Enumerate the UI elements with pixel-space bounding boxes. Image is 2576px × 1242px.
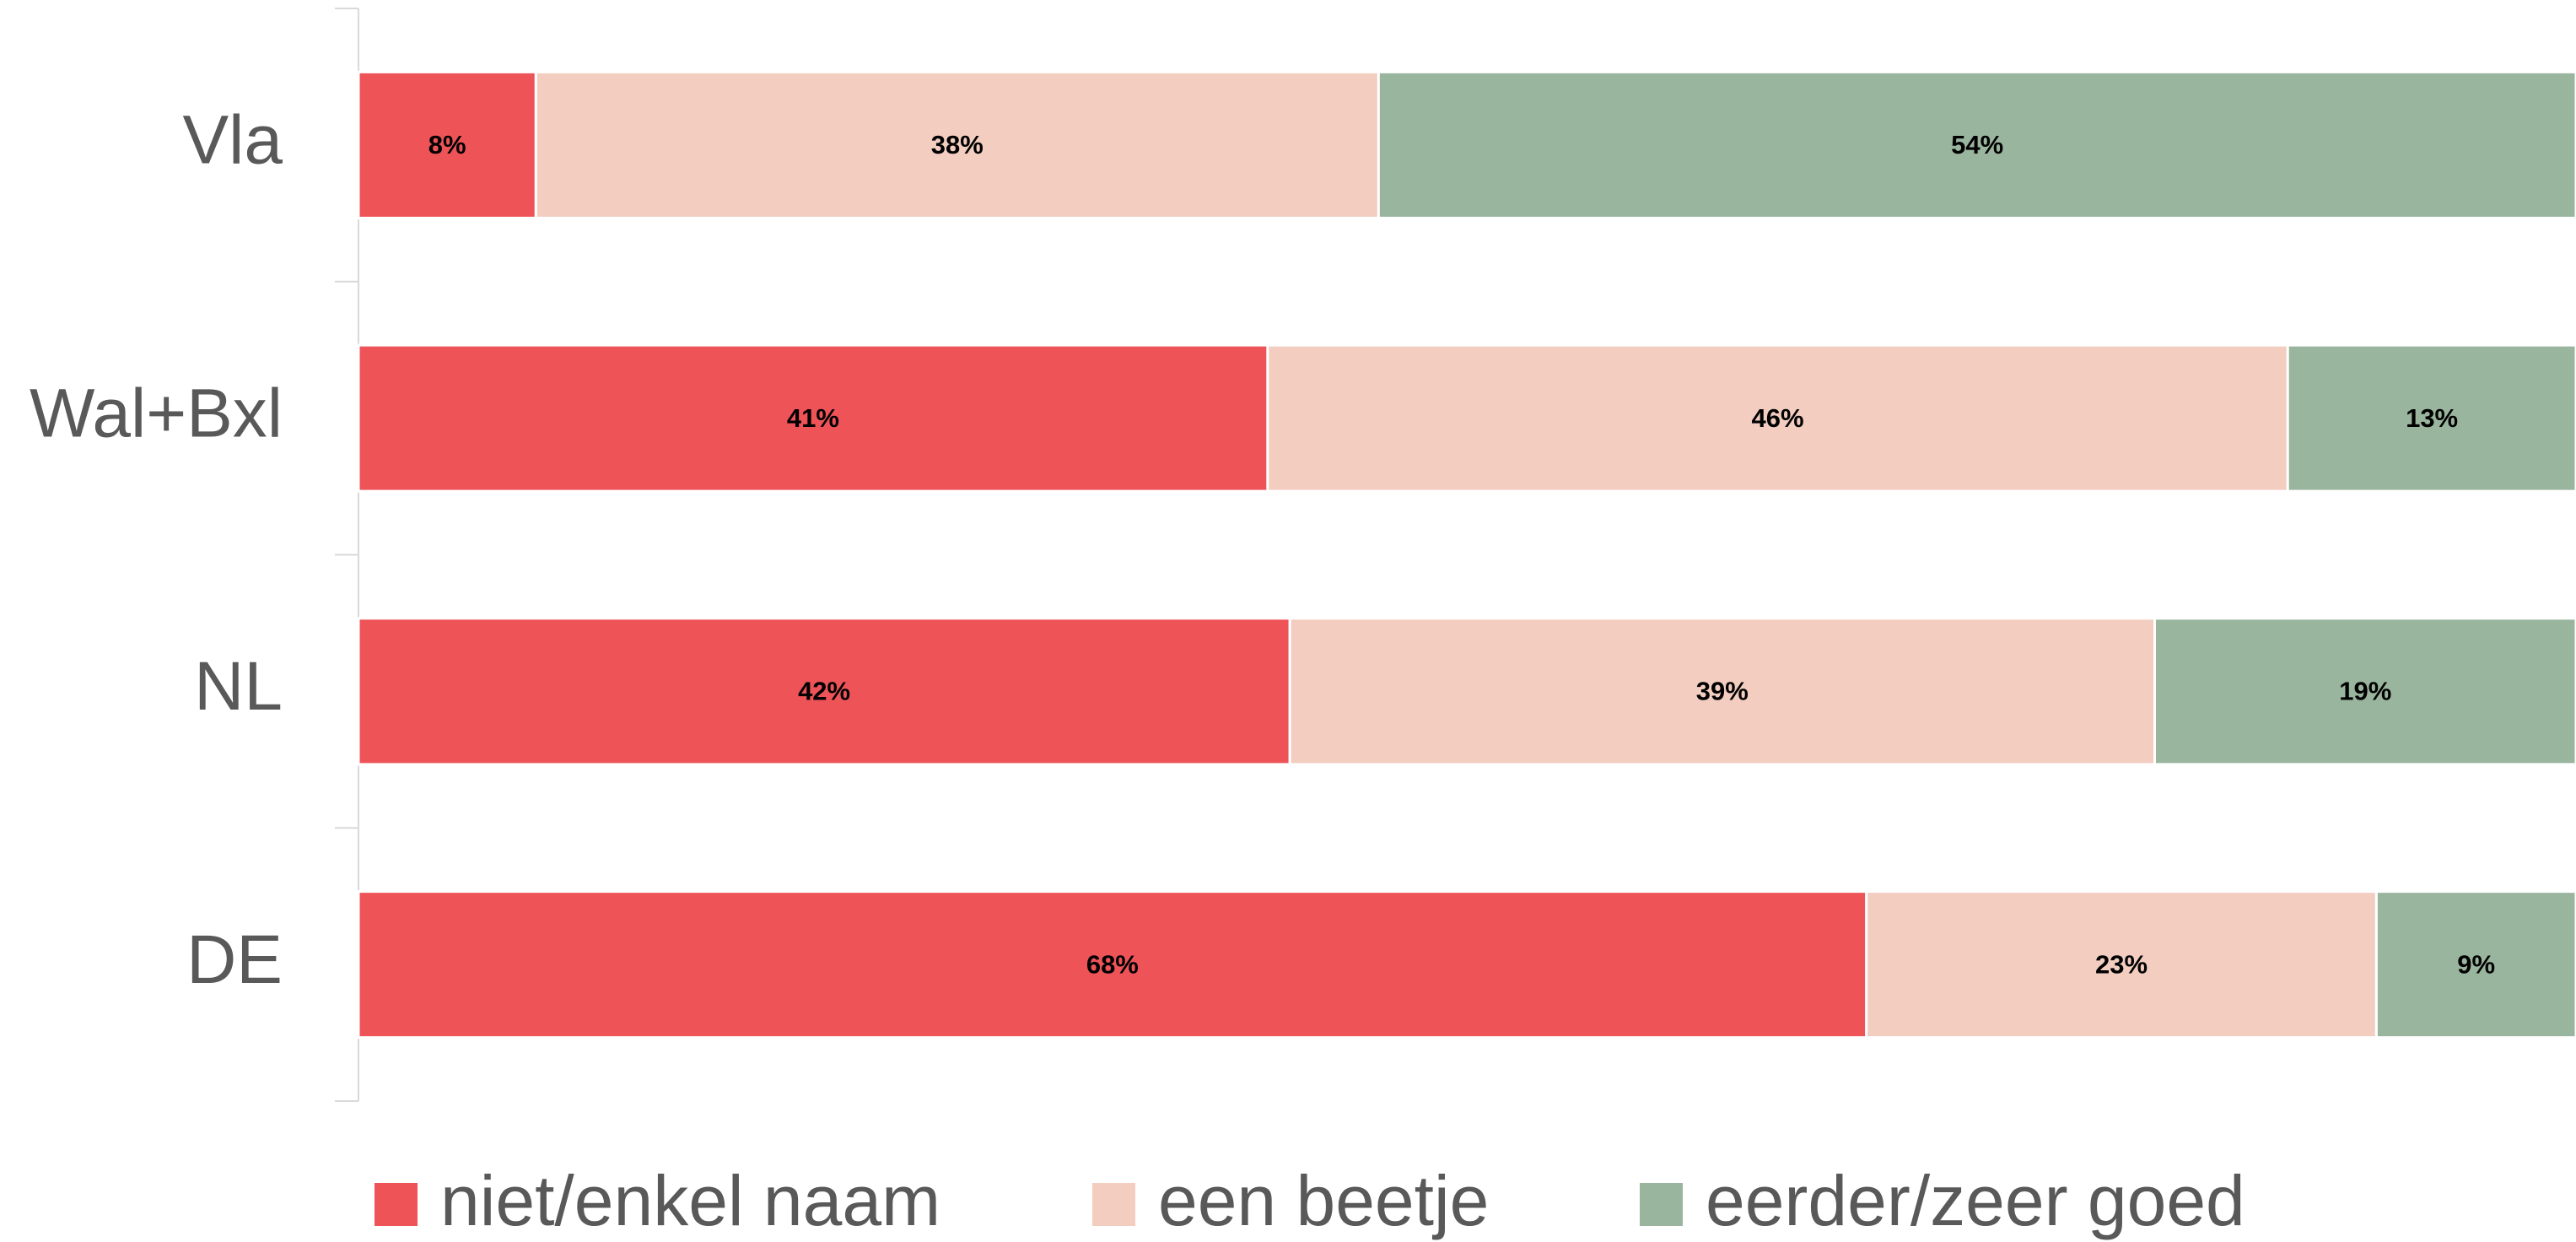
y-tick-label: Wal+Bxl xyxy=(30,375,283,451)
data-label: 54% xyxy=(1951,130,2003,159)
data-label: 13% xyxy=(2406,403,2458,433)
data-label: 38% xyxy=(931,130,984,159)
bar-segment xyxy=(357,70,537,219)
legend-label: een beetje xyxy=(1158,1161,1489,1240)
legend-label: niet/enkel naam xyxy=(440,1161,940,1240)
bar-segment xyxy=(1377,70,2576,219)
data-label: 41% xyxy=(787,403,839,433)
data-label: 42% xyxy=(798,677,850,706)
data-label: 46% xyxy=(1752,403,1804,433)
legend-label: eerder/zeer goed xyxy=(1706,1161,2245,1240)
legend-swatch xyxy=(1092,1183,1135,1226)
data-label: 8% xyxy=(428,130,466,159)
bar-segment xyxy=(1266,343,2289,493)
bar-segment xyxy=(1865,890,2378,1040)
bar-segment xyxy=(357,890,1868,1040)
data-label: 9% xyxy=(2457,949,2495,979)
bar-segment xyxy=(2286,343,2576,493)
data-label: 68% xyxy=(1086,949,1139,979)
bar-segment xyxy=(2374,890,2576,1040)
y-tick-label: DE xyxy=(186,921,283,998)
y-tick-label: NL xyxy=(194,648,283,725)
bar-segment xyxy=(1288,617,2156,766)
bar-segment xyxy=(357,343,1269,493)
bar-segment xyxy=(357,617,1291,766)
data-label: 19% xyxy=(2339,677,2391,706)
legend-swatch xyxy=(1640,1183,1683,1226)
data-label: 23% xyxy=(2095,949,2148,979)
legend-swatch xyxy=(375,1183,418,1226)
bar-segment xyxy=(2153,617,2576,766)
data-label: 39% xyxy=(1696,677,1749,706)
y-tick-label: Vla xyxy=(182,102,283,179)
